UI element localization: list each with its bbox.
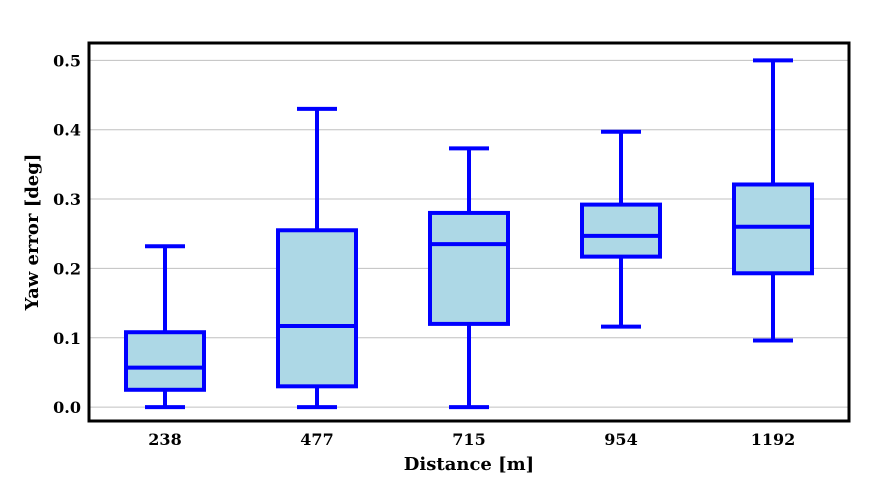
box-715 [428,146,510,410]
box-238 [124,244,206,410]
boxes [124,58,814,410]
plot-frame [87,41,851,423]
box-1192 [732,58,814,343]
x-tick-label: 954 [604,430,637,449]
x-tick-label: 238 [148,430,181,449]
y-axis-label: Yaw error [deg] [22,154,43,312]
y-tick-label: 0.3 [53,190,81,209]
x-tick-label: 1192 [751,430,796,449]
box-iqr [732,182,814,276]
x-tick-label: 477 [300,430,333,449]
y-tick-labels: 0.0 0.1 0.2 0.3 0.4 0.5 [53,51,81,417]
box-iqr [428,210,510,326]
y-tick-label: 0.5 [53,51,81,70]
box-iqr [124,330,206,392]
y-tick-label: 0.2 [53,259,81,278]
x-tick-labels: 238 477 715 954 1192 [148,430,795,449]
x-tick-label: 715 [452,430,485,449]
x-axis-label: Distance [m] [404,454,534,475]
box-477 [276,106,358,410]
box-iqr [276,228,358,389]
y-tick-label: 0.1 [53,329,81,348]
box-iqr [580,202,662,259]
box-954 [580,129,662,329]
y-tick-label: 0.4 [53,121,81,140]
y-tick-label: 0.0 [53,398,81,417]
